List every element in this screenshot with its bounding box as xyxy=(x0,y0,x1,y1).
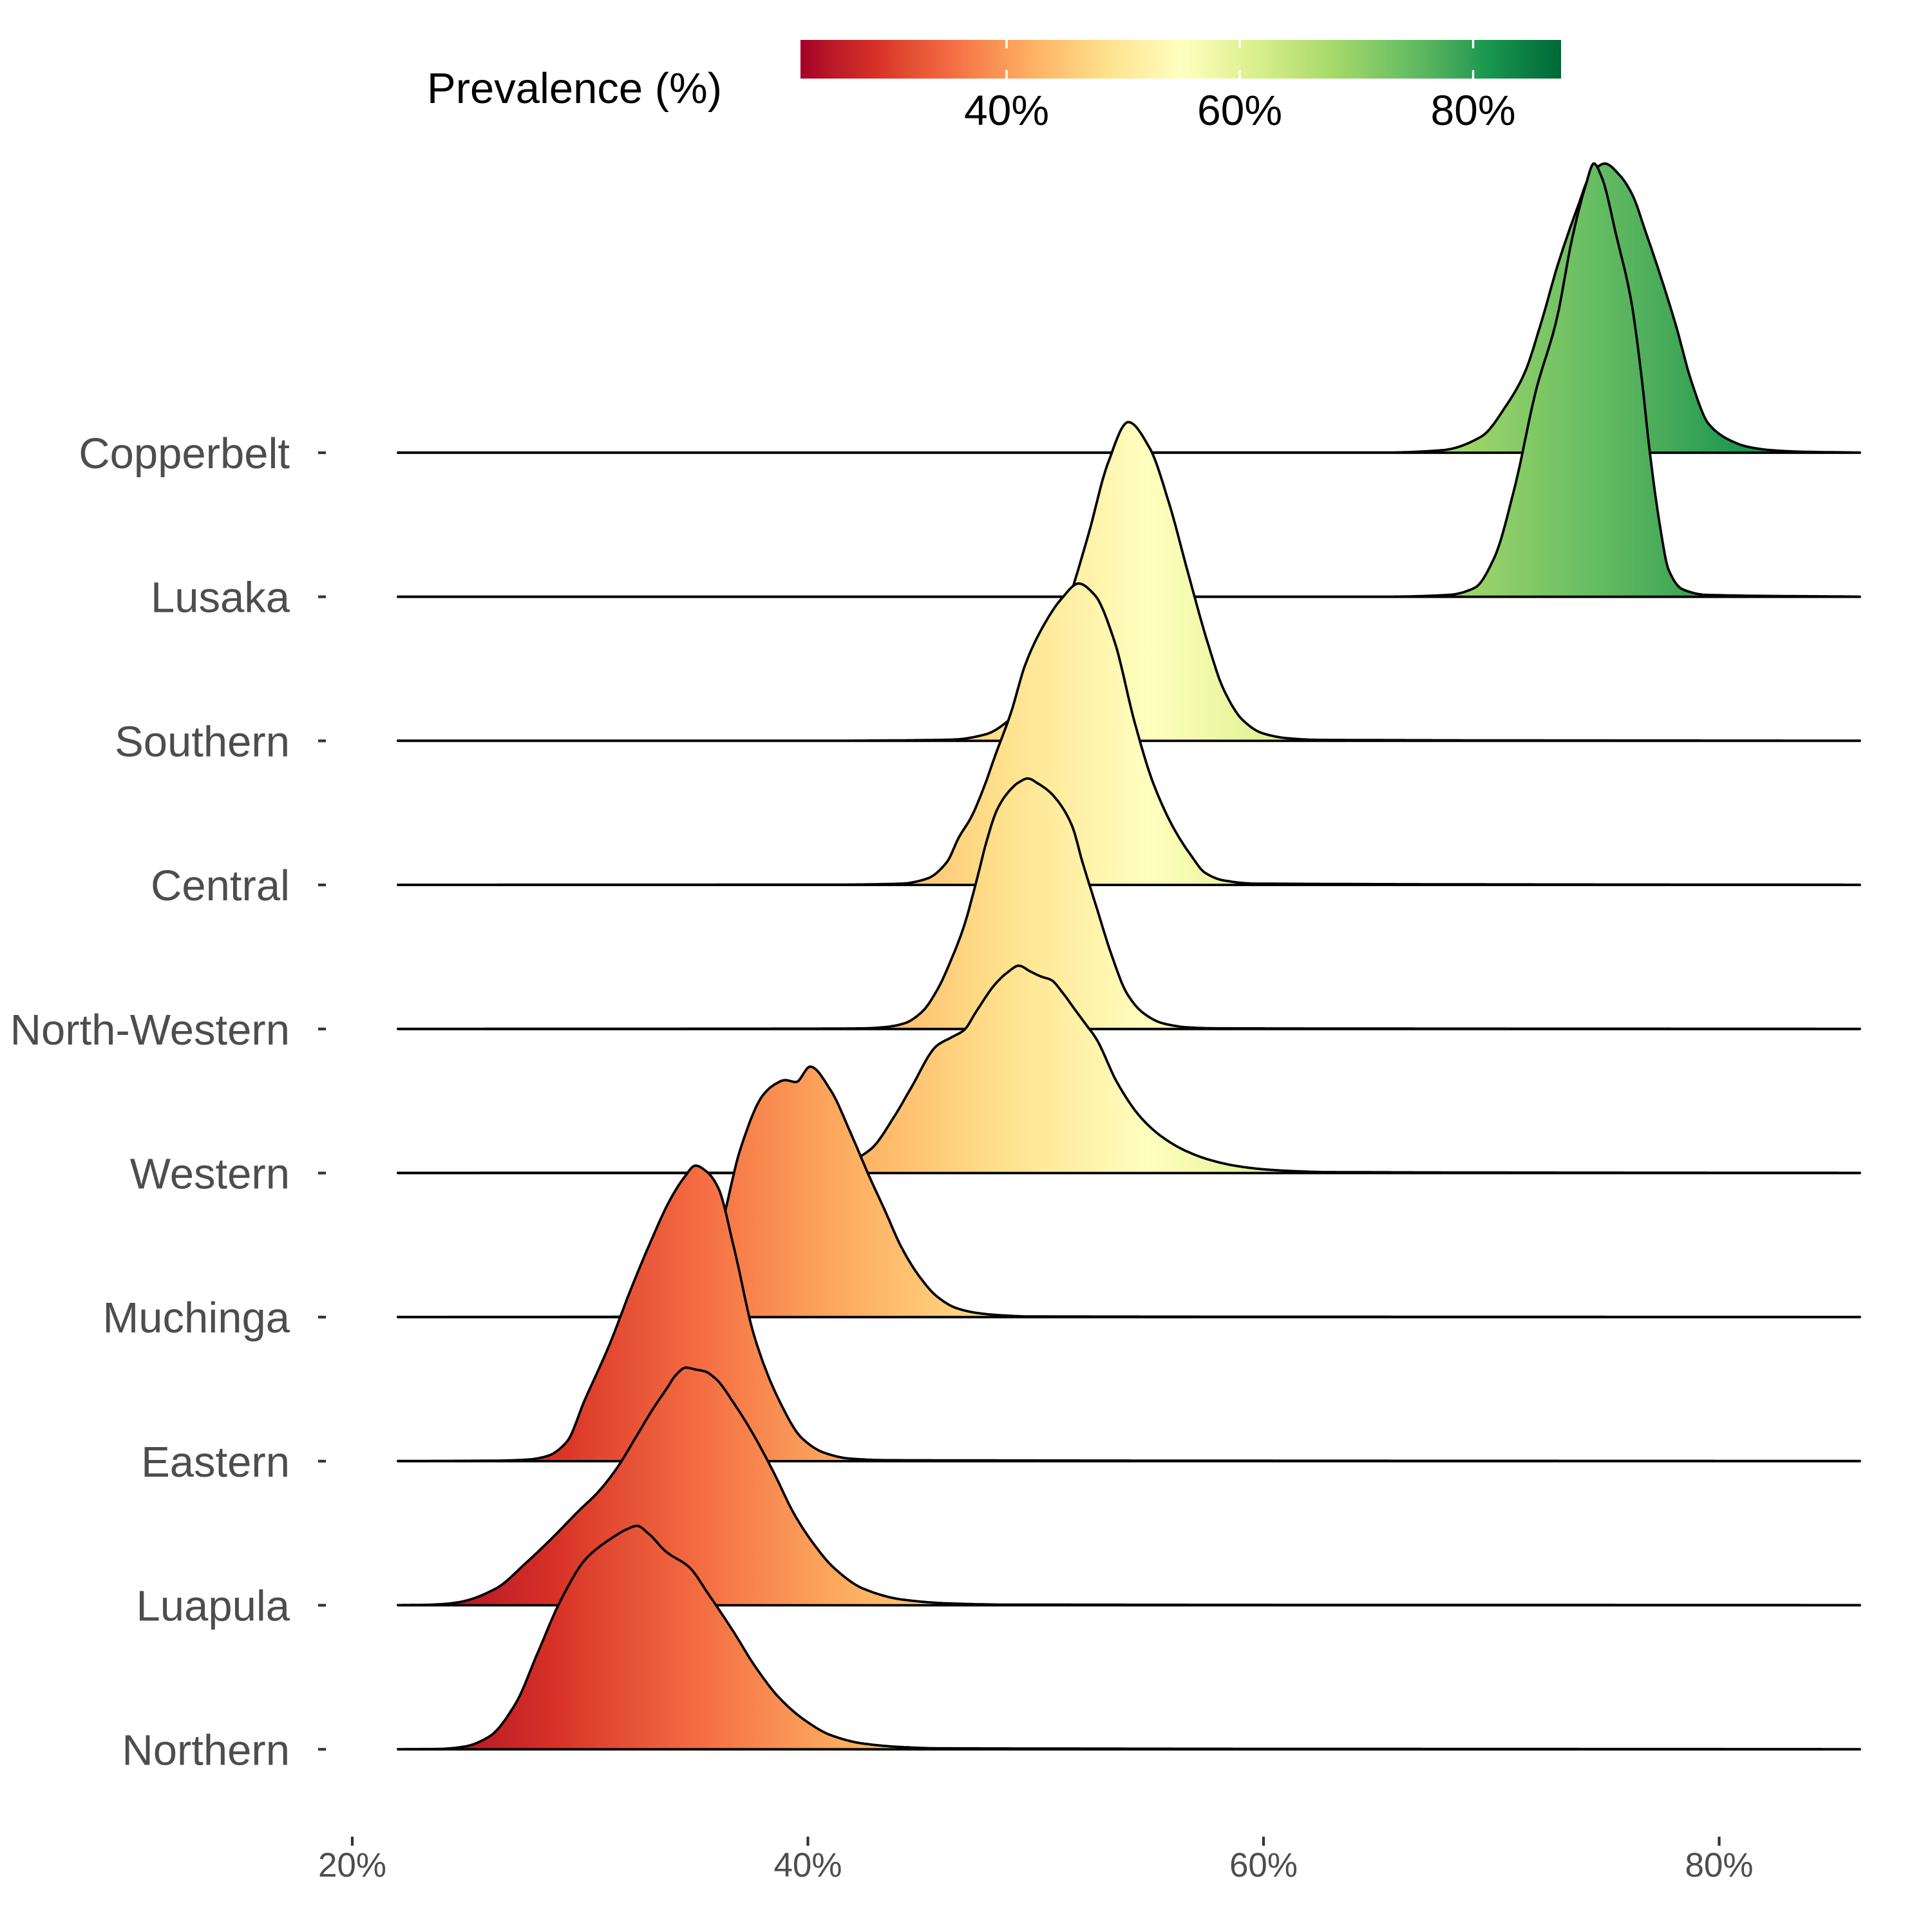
svg-text:Southern: Southern xyxy=(115,717,290,766)
svg-text:60%: 60% xyxy=(1197,86,1282,134)
svg-text:Northern: Northern xyxy=(122,1726,290,1774)
svg-text:Central: Central xyxy=(151,862,290,910)
svg-text:80%: 80% xyxy=(1430,86,1515,134)
svg-text:Copperbelt: Copperbelt xyxy=(79,430,290,478)
svg-text:North-Western: North-Western xyxy=(10,1006,290,1054)
svg-text:80%: 80% xyxy=(1685,1846,1753,1884)
svg-text:40%: 40% xyxy=(964,86,1049,134)
svg-text:Prevalence (%): Prevalence (%) xyxy=(427,64,722,113)
svg-text:Luapula: Luapula xyxy=(137,1582,290,1631)
svg-text:40%: 40% xyxy=(773,1846,842,1884)
svg-text:Eastern: Eastern xyxy=(141,1438,290,1486)
svg-text:20%: 20% xyxy=(318,1846,386,1884)
svg-text:Lusaka: Lusaka xyxy=(151,574,290,622)
svg-text:Muchinga: Muchinga xyxy=(102,1294,290,1342)
svg-text:Western: Western xyxy=(130,1150,290,1198)
svg-text:60%: 60% xyxy=(1229,1846,1298,1884)
